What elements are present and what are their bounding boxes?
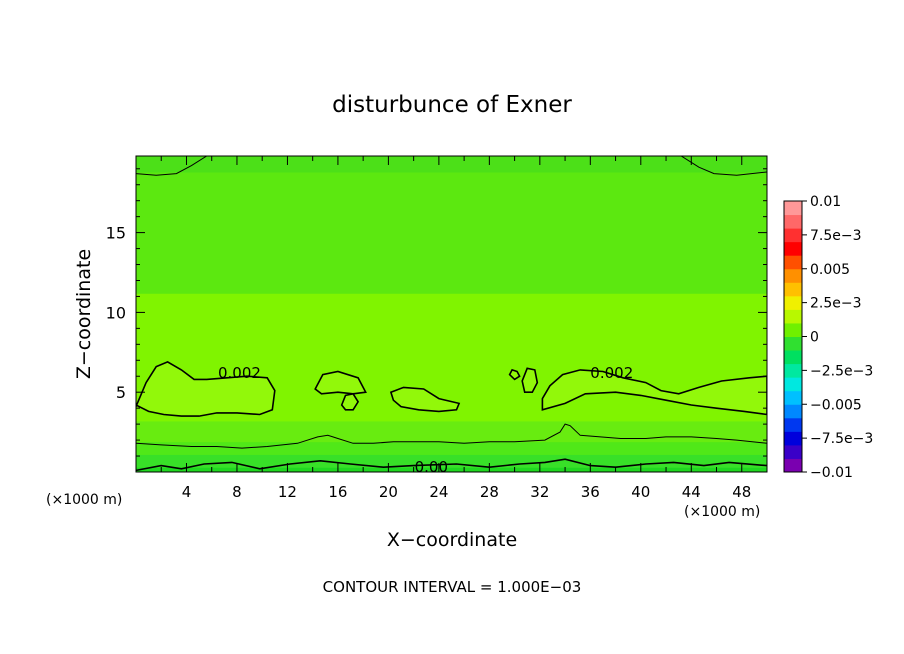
- colorbar-swatch-18: [784, 214, 802, 229]
- x-tick-label-32: 32: [530, 483, 549, 501]
- field-band-3: [136, 420, 767, 443]
- colorbar-tick-label-0: 0: [810, 330, 819, 346]
- colorbar-tick-label--0.0025: −2.5e−3: [810, 363, 873, 379]
- colorbar-tick-label-0.0075: 7.5e−3: [810, 228, 862, 244]
- field-band-0: [136, 467, 767, 472]
- x-axis-label: X−coordinate: [387, 529, 517, 551]
- x-tick-label-24: 24: [429, 483, 448, 501]
- contour-label-0.002-0: 0.002: [218, 364, 261, 382]
- colorbar-tick-label--0.005: −0.005: [810, 397, 862, 413]
- contour-region-blob-16: [340, 392, 360, 411]
- colorbar-swatch-0: [784, 458, 802, 473]
- chart-title: disturbunce of Exner: [332, 92, 572, 118]
- colorbar-swatch-3: [784, 417, 802, 432]
- y-tick-label-5: 5: [116, 383, 126, 402]
- colorbar-swatch-16: [784, 241, 802, 256]
- contour-region-blob-30: [508, 368, 521, 381]
- colorbar-swatch-6: [784, 377, 802, 392]
- contour-label-0-0: 0.00: [415, 458, 448, 476]
- colorbar-tick-label-0.005: 0.005: [810, 262, 850, 278]
- contour-line-upper-left-corner: [136, 156, 207, 176]
- contour-lines: [136, 156, 767, 472]
- y-axis-ticks: 5 10 15: [106, 168, 767, 457]
- colorbar-tick-label-0.0025: 2.5e−3: [810, 296, 862, 312]
- x-tick-label-4: 4: [182, 483, 192, 501]
- colorbar-swatch-4: [784, 404, 802, 419]
- colorbar-swatch-2: [784, 431, 802, 446]
- colorbar-swatch-7: [784, 363, 802, 378]
- contour-region-blob-33: [541, 369, 767, 416]
- field-band-6: [136, 156, 767, 173]
- colorbar-swatch-5: [784, 390, 802, 405]
- contour-region-blob-14: [314, 370, 367, 395]
- x-tick-label-12: 12: [278, 483, 297, 501]
- x-tick-label-28: 28: [480, 483, 499, 501]
- x-unit-left: (×1000 m): [46, 492, 122, 508]
- field-band-1: [136, 454, 767, 468]
- contour-interval-note: CONTOUR INTERVAL = 1.000E−03: [323, 578, 582, 596]
- y-tick-label-15: 15: [106, 224, 126, 243]
- contour-region-left-blob: [136, 361, 276, 417]
- contour-line-lower-wavy: [136, 423, 767, 449]
- colorbar-swatch-8: [784, 350, 802, 365]
- y-axis-label: Z−coordinate: [73, 249, 95, 379]
- x-tick-label-8: 8: [232, 483, 242, 501]
- colorbar-swatch-13: [784, 282, 802, 297]
- plot-frame: [135, 155, 768, 473]
- x-unit-right: (×1000 m): [684, 504, 760, 520]
- x-axis-ticks: 4 8 12 16 20 24 28 32 36 40 44 48: [160, 156, 751, 501]
- colorbar-swatch-19: [784, 201, 802, 216]
- contour-label-0.002-1: 0.002: [590, 364, 633, 382]
- colorbar-tick-label--0.01: −0.01: [810, 465, 853, 481]
- colorbar-swatch-10: [784, 322, 802, 337]
- y-tick-label-10: 10: [106, 303, 126, 322]
- colorbar-tick-label-0.01: 0.01: [810, 194, 841, 210]
- colorbar: 0.01 7.5e−3 0.005 2.5e−3 0 −2.5e−3 −0.005 −7.5e…: [783, 194, 873, 481]
- x-tick-label-44: 44: [682, 483, 701, 501]
- contour-line-near-ground: [136, 458, 767, 472]
- colorbar-swatch-17: [784, 228, 802, 243]
- colorbar-tick-label--0.0075: −7.5e−3: [810, 431, 873, 447]
- x-tick-label-48: 48: [732, 483, 751, 501]
- x-tick-label-16: 16: [328, 483, 347, 501]
- field-band-5: [136, 171, 767, 294]
- x-tick-label-40: 40: [631, 483, 650, 501]
- colorbar-swatch-12: [784, 295, 802, 310]
- x-tick-label-36: 36: [581, 483, 600, 501]
- contour-line-upper-right-corner: [680, 156, 767, 176]
- colorbar-swatch-14: [784, 268, 802, 283]
- contour-region-blob-22: [389, 386, 461, 413]
- colorbar-swatch-1: [784, 444, 802, 459]
- colorbar-swatch-11: [784, 309, 802, 324]
- colorbar-swatch-9: [784, 336, 802, 351]
- colorbar-swatch-15: [784, 255, 802, 270]
- field-band-2: [136, 441, 767, 455]
- x-tick-label-20: 20: [379, 483, 398, 501]
- contour-region-blob-31: [521, 367, 539, 393]
- field-fill: [136, 156, 767, 472]
